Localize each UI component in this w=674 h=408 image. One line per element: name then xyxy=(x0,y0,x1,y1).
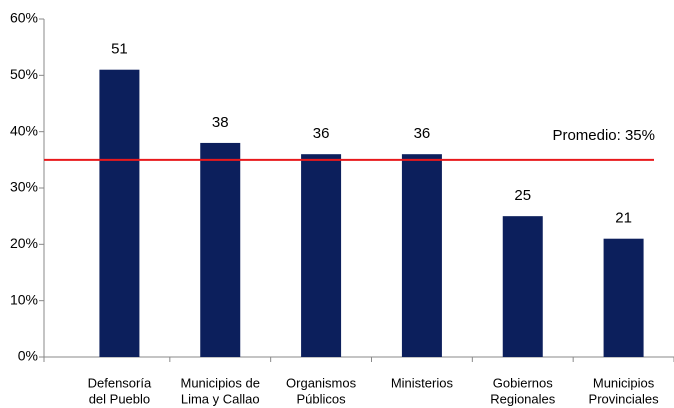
bar xyxy=(603,238,644,357)
value-label: 36 xyxy=(313,125,330,142)
bar xyxy=(200,142,241,357)
x-tick-label: Defensoría xyxy=(88,375,152,390)
value-label: 25 xyxy=(514,187,531,204)
bar xyxy=(502,216,543,357)
x-tick-label: Organismos xyxy=(286,375,357,390)
y-tick-label: 10% xyxy=(10,291,38,307)
x-tick-label: Provinciales xyxy=(589,391,660,406)
x-tick-label: Municipios xyxy=(593,375,655,390)
y-tick-label: 60% xyxy=(10,10,38,26)
reference-label: Promedio: 35% xyxy=(552,127,655,144)
value-label: 36 xyxy=(414,125,431,142)
y-tick-label: 50% xyxy=(10,66,38,82)
x-tick-label: Lima y Callao xyxy=(181,391,260,406)
value-label: 21 xyxy=(615,210,632,227)
y-tick-label: 40% xyxy=(10,122,38,138)
x-tick-label: Municipios de xyxy=(181,375,261,390)
x-tick-label: Gobiernos xyxy=(493,375,553,390)
value-label: 51 xyxy=(111,41,128,58)
x-tick-label: del Pueblo xyxy=(89,391,150,406)
y-tick-label: 0% xyxy=(18,348,38,364)
bar xyxy=(99,69,140,357)
value-label: 38 xyxy=(212,114,229,131)
y-tick-label: 30% xyxy=(10,179,38,195)
bar xyxy=(401,154,442,357)
x-tick-label: Ministerios xyxy=(391,375,454,390)
bar xyxy=(301,154,342,357)
x-tick-label: Públicos xyxy=(297,391,347,406)
y-tick-label: 20% xyxy=(10,235,38,251)
x-tick-label: Regionales xyxy=(490,391,556,406)
